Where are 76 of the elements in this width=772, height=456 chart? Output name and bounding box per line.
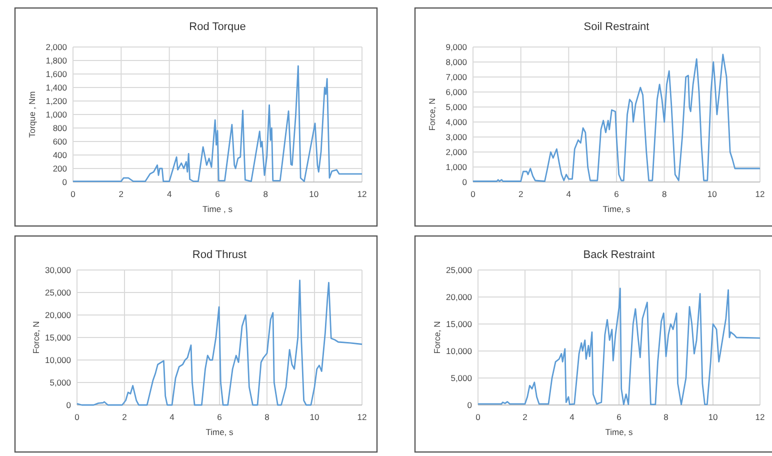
y-tick-label: 6,000 xyxy=(446,87,468,97)
y-tick-label: 8,000 xyxy=(446,57,468,67)
y-tick-label: 15,000 xyxy=(446,319,472,329)
y-axis-title: Force, N xyxy=(31,321,41,354)
x-tick-label: 2 xyxy=(518,189,524,199)
chart-title: Rod Thrust xyxy=(192,249,247,261)
chart-title: Rod Torque xyxy=(189,21,246,33)
x-tick-label: 12 xyxy=(755,189,765,199)
x-tick-label: 2 xyxy=(118,189,124,199)
y-tick-label: 5,000 xyxy=(50,378,72,388)
x-tick-label: 0 xyxy=(476,412,481,422)
y-tick-label: 20,000 xyxy=(446,292,472,302)
y-tick-label: 9,000 xyxy=(446,42,468,52)
line-series xyxy=(472,54,761,182)
y-tick-label: 25,000 xyxy=(45,288,72,298)
y-tick-label: 2,000 xyxy=(46,42,68,52)
y-tick-label: 200 xyxy=(52,164,68,174)
x-tick-label: 0 xyxy=(74,412,80,422)
y-tick-label: 25,000 xyxy=(446,265,472,275)
x-tick-label: 10 xyxy=(310,412,320,422)
y-tick-label: 5,000 xyxy=(450,373,472,383)
y-axis-title: Torque , Nm xyxy=(27,91,37,138)
y-tick-label: 10,000 xyxy=(446,346,472,356)
x-tick-label: 6 xyxy=(217,412,222,422)
y-axis-title: Force, N xyxy=(432,321,442,354)
chart-title: Back Restraint xyxy=(583,249,655,261)
x-tick-label: 12 xyxy=(357,189,367,199)
y-tick-label: 0 xyxy=(462,177,468,187)
y-tick-label: 400 xyxy=(52,150,68,160)
y-tick-label: 4,000 xyxy=(446,117,468,127)
y-tick-label: 1,000 xyxy=(46,110,68,120)
y-tick-label: 1,200 xyxy=(46,96,68,106)
x-tick-label: 10 xyxy=(309,189,319,199)
x-tick-label: 8 xyxy=(664,412,669,422)
x-tick-label: 4 xyxy=(570,412,575,422)
x-axis-title: Time, s xyxy=(206,427,234,437)
x-tick-label: 10 xyxy=(707,189,718,199)
x-tick-label: 10 xyxy=(708,412,718,422)
y-tick-label: 20,000 xyxy=(45,310,72,320)
x-tick-label: 4 xyxy=(566,189,572,199)
y-tick-label: 1,400 xyxy=(46,82,68,92)
y-tick-label: 15,000 xyxy=(45,332,72,342)
y-tick-label: 0 xyxy=(66,400,72,410)
x-tick-label: 8 xyxy=(662,189,667,199)
x-tick-label: 2 xyxy=(122,412,128,422)
x-tick-label: 12 xyxy=(357,412,367,422)
chart-title: Soil Restraint xyxy=(584,21,650,33)
y-axis-title: Force, N xyxy=(427,98,437,131)
x-tick-label: 6 xyxy=(215,189,220,199)
y-tick-label: 2,000 xyxy=(446,147,468,157)
y-tick-label: 1,800 xyxy=(46,56,68,66)
y-tick-label: 600 xyxy=(52,136,68,146)
x-tick-label: 8 xyxy=(264,412,270,422)
y-tick-label: 0 xyxy=(467,400,472,410)
x-tick-label: 6 xyxy=(614,189,620,199)
x-tick-label: 8 xyxy=(263,189,268,199)
x-tick-label: 12 xyxy=(755,412,765,422)
y-tick-label: 1,600 xyxy=(46,69,68,79)
x-tick-label: 4 xyxy=(170,412,175,422)
y-tick-label: 30,000 xyxy=(45,265,72,275)
y-tick-label: 3,000 xyxy=(446,132,468,142)
x-tick-label: 4 xyxy=(166,189,172,199)
y-tick-label: 10,000 xyxy=(45,355,72,365)
line-series xyxy=(477,288,761,406)
y-tick-label: 1,000 xyxy=(446,162,468,172)
x-axis-title: Time, s xyxy=(602,204,630,214)
x-tick-label: 6 xyxy=(616,412,622,422)
y-tick-label: 0 xyxy=(62,177,68,187)
line-series xyxy=(72,65,363,182)
x-tick-label: 2 xyxy=(522,412,528,422)
x-axis-title: Time , s xyxy=(202,204,232,214)
x-axis-title: Time, s xyxy=(605,427,633,437)
line-series xyxy=(76,280,363,406)
y-tick-label: 5,000 xyxy=(446,102,468,112)
y-tick-label: 800 xyxy=(52,123,68,133)
y-tick-label: 7,000 xyxy=(446,72,468,82)
